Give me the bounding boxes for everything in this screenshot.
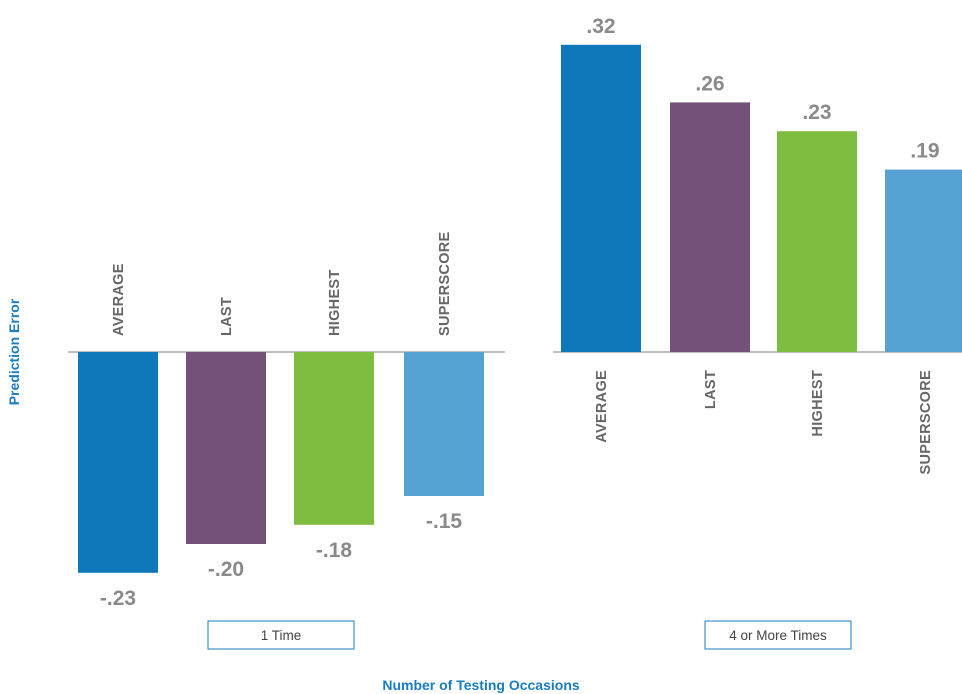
bar-last	[186, 352, 266, 544]
value-label: .19	[910, 140, 939, 163]
group-label-box	[704, 620, 852, 650]
bar-group-0: -.23 AVERAGE -.20 LAST -.18 HIGHEST -.15 SUPERS…	[68, 231, 505, 650]
category-label: SUPERSCORE	[437, 231, 453, 336]
category-label: SUPERSCORE	[918, 370, 934, 475]
value-label: -.15	[426, 510, 463, 533]
y-axis-title: Prediction Error	[6, 298, 22, 405]
category-label: AVERAGE	[111, 263, 127, 336]
bar-highest	[294, 352, 374, 525]
category-label: LAST	[219, 297, 235, 336]
category-label: HIGHEST	[327, 269, 343, 336]
value-label: .23	[802, 101, 831, 124]
category-label: LAST	[703, 370, 719, 409]
bar-group-1: .32 AVERAGE .26 LAST .23 HIGHEST .19 SUPERSCORE…	[553, 15, 962, 650]
bar-last	[670, 102, 750, 353]
bar-superscore	[885, 169, 962, 352]
chart-marks: -.23 AVERAGE -.20 LAST -.18 HIGHEST -.15 SUPERS…	[68, 15, 962, 650]
bar-highest	[777, 131, 857, 352]
value-label: -.20	[208, 558, 244, 581]
x-axis-title: Number of Testing Occasions	[382, 677, 580, 693]
bar-superscore	[404, 352, 484, 496]
value-label: .26	[695, 72, 724, 95]
category-label: HIGHEST	[810, 370, 826, 437]
value-label: -.18	[316, 539, 353, 562]
bar-average	[561, 44, 641, 353]
category-label: AVERAGE	[594, 370, 610, 443]
value-label: -.23	[100, 587, 136, 610]
value-label: .32	[586, 15, 615, 38]
bar-average	[78, 352, 158, 573]
group-label: 4 or More Times	[729, 628, 827, 643]
group-label-box	[207, 620, 355, 650]
group-label: 1 Time	[261, 628, 302, 643]
